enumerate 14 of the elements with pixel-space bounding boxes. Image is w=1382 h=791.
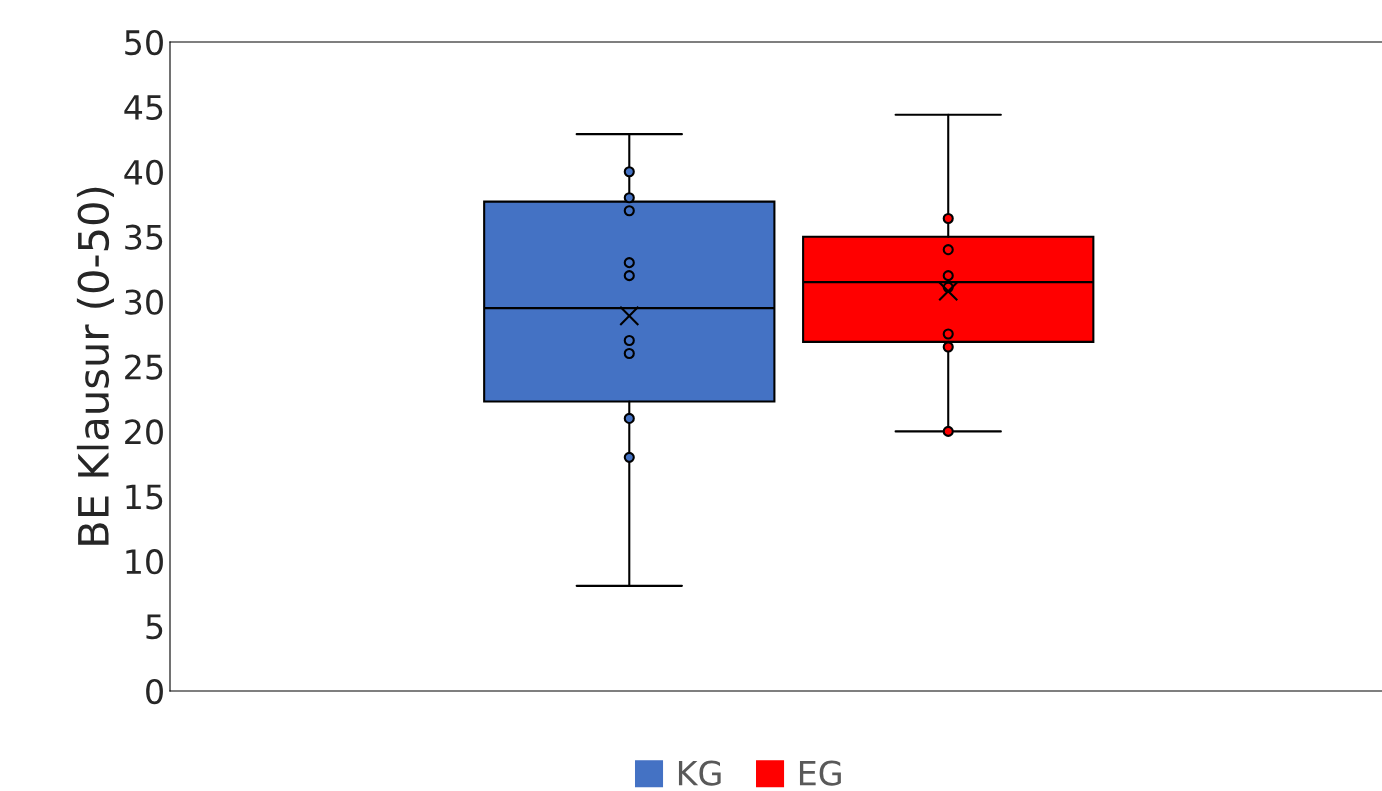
y-tick-label: 20 — [125, 419, 163, 445]
y-axis-title: BE Klausur (0-50) — [76, 187, 114, 545]
y-tick-label: 35 — [125, 224, 163, 250]
y-tick-label: 5 — [146, 614, 163, 640]
y-tick-label: 0 — [146, 678, 163, 705]
legend-label: KG — [678, 760, 721, 786]
y-tick-label: 40 — [124, 159, 163, 185]
y-tick-label: 45 — [124, 95, 163, 121]
y-tick-label: 25 — [125, 354, 163, 380]
y-tick-label: 50 — [125, 29, 163, 56]
y-tick-label: 15 — [126, 484, 163, 510]
y-tick-label: 30 — [125, 289, 163, 315]
legend-label: EG — [799, 760, 841, 786]
y-tick-label: 10 — [126, 549, 163, 575]
